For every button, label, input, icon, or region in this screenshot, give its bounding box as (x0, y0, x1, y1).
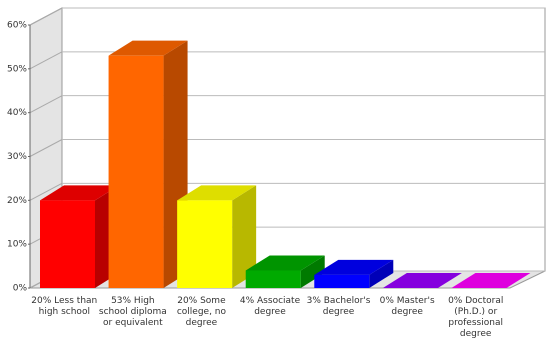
bar (177, 185, 257, 288)
y-tick-label: 50% (7, 64, 27, 74)
y-tick-label: 10% (7, 240, 27, 250)
bar (314, 259, 394, 288)
y-tick-label: 20% (7, 196, 27, 206)
bar (451, 273, 531, 288)
y-tick-label: 60% (7, 21, 27, 31)
x-tick-label: 0% Master's degree (379, 296, 435, 317)
grid-line (29, 182, 63, 201)
bar-front (177, 200, 233, 288)
x-tick-label: 53% High school diploma or equivalent (98, 296, 167, 328)
bar (108, 40, 188, 288)
bar (40, 185, 119, 288)
bar-top (451, 273, 531, 288)
x-tick-label: 3% Bachelor's degree (306, 296, 371, 317)
y-tick-label: 30% (7, 152, 27, 162)
y-tick-label: 0% (13, 284, 28, 294)
bar-side (300, 255, 325, 288)
bar-front (108, 55, 164, 288)
bar-front (40, 200, 95, 288)
bar-side (232, 185, 257, 288)
bar-top (314, 259, 394, 275)
grid-line (29, 139, 63, 157)
bar-top (108, 40, 188, 56)
bar-side (369, 259, 394, 288)
x-tick-label: 20% Less than high school (31, 296, 98, 317)
bar-top (382, 273, 462, 288)
x-tick-label: 4% Associate degree (239, 296, 301, 317)
bar-top (245, 255, 325, 271)
grid-line (29, 95, 63, 114)
x-tick-label: 20% Some college, no degree (176, 296, 227, 328)
bar (382, 273, 462, 288)
grid-line (29, 51, 63, 70)
bar-top (40, 185, 119, 201)
bar (245, 255, 325, 288)
bar-front (245, 270, 301, 288)
bar-front (314, 274, 370, 288)
bar-top (177, 185, 257, 201)
y-tick-label: 40% (7, 108, 27, 118)
x-tick-label: 0% Doctoral (Ph.D.) or professional degr… (448, 296, 504, 339)
grid-line (29, 7, 63, 26)
